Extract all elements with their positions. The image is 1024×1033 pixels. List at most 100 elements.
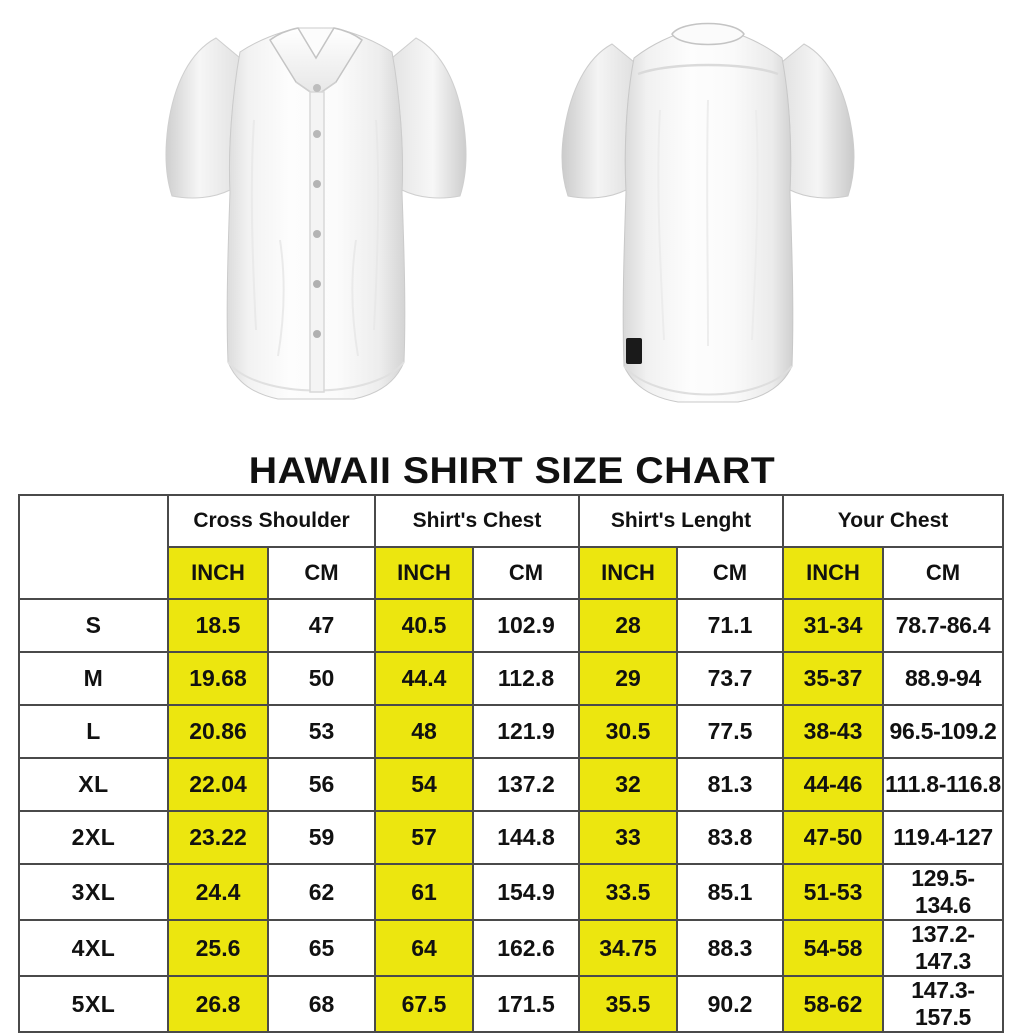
cell-cross-shoulder-cm: 65 <box>267 919 376 977</box>
cell-cross-shoulder-inch: 25.6 <box>167 919 269 977</box>
size-label-cell: XL <box>18 757 169 812</box>
group-header-row: Cross Shoulder Shirt's Chest Shirt's Len… <box>18 494 1005 600</box>
cell-your-chest-inch: 51-53 <box>782 863 885 921</box>
brand-label-tag <box>626 338 642 364</box>
cell-cross-shoulder-inch: 23.22 <box>167 810 269 865</box>
size-label-cell: S <box>18 598 169 653</box>
cell-cross-shoulder-inch: 19.68 <box>167 651 269 706</box>
cell-shirt-chest-cm: 121.9 <box>472 704 580 759</box>
size-label-cell: 5XL <box>18 975 169 1033</box>
header-your-chest: Your Chest <box>782 494 1005 548</box>
shirt-front-illustration <box>165 27 467 400</box>
cell-your-chest-inch: 54-58 <box>782 919 885 977</box>
shirt-buttons <box>313 84 321 338</box>
cell-shirt-chest-inch: 61 <box>374 863 474 921</box>
size-chart-table: Cross Shoulder Shirt's Chest Shirt's Len… <box>18 494 1005 1033</box>
cell-shirt-length-cm: 73.7 <box>675 651 785 706</box>
size-label-cell: 4XL <box>18 919 169 977</box>
cell-shirt-chest-cm: 112.8 <box>472 651 580 706</box>
right-sleeve-back <box>781 43 855 199</box>
cell-cross-shoulder-cm: 59 <box>267 810 376 865</box>
right-sleeve <box>391 37 467 199</box>
unit-header-shirts-length-cm: CM <box>675 546 785 600</box>
cell-shirt-chest-inch: 54 <box>374 757 474 812</box>
shirt-front-view <box>128 0 504 448</box>
cell-shirt-length-inch: 30.5 <box>578 704 678 759</box>
cell-shirt-length-cm: 88.3 <box>675 919 785 977</box>
button-placket <box>309 91 325 393</box>
cell-shirt-chest-cm: 154.9 <box>472 863 580 921</box>
cell-shirt-chest-inch: 44.4 <box>374 651 474 706</box>
back-collar-stand <box>671 22 745 46</box>
table-row: XL 22.04 56 54 137.2 32 81.3 44-46 111.8-116.8 <box>18 757 1005 812</box>
left-sleeve-back <box>561 43 635 199</box>
shirt-hem-back <box>623 365 793 396</box>
table-row: L 20.86 53 48 121.9 30.5 77.5 38-43 96.5-109.2 <box>18 704 1005 759</box>
shirt-back-view <box>520 0 896 448</box>
table-row: S 18.5 47 40.5 102.9 28 71.1 31-34 78.7-86.4 <box>18 598 1005 653</box>
cell-your-chest-inch: 58-62 <box>782 975 885 1033</box>
page-title: HAWAII SHIRT SIZE CHART <box>248 450 776 491</box>
product-image-band <box>0 0 1024 448</box>
size-label-cell: 3XL <box>18 863 169 921</box>
table-row: 4XL 25.6 65 64 162.6 34.75 88.3 54-58 137.2-147.… <box>18 919 1005 977</box>
cell-your-chest-inch: 47-50 <box>782 810 885 865</box>
size-chart-container: Cross Shoulder Shirt's Chest Shirt's Len… <box>18 494 1005 1033</box>
cell-shirt-chest-cm: 162.6 <box>472 919 580 977</box>
header-cross-shoulder: Cross Shoulder <box>167 494 376 548</box>
cell-cross-shoulder-inch: 26.8 <box>167 975 269 1033</box>
left-sleeve <box>165 37 241 199</box>
cell-cross-shoulder-inch: 22.04 <box>167 757 269 812</box>
cell-your-chest-cm: 137.2-147.3 <box>882 919 1005 977</box>
cell-your-chest-cm: 119.4-127 <box>882 810 1005 865</box>
cell-shirt-length-inch: 35.5 <box>578 975 678 1033</box>
cell-shirt-length-inch: 29 <box>578 651 678 706</box>
cell-cross-shoulder-cm: 62 <box>267 863 376 921</box>
size-label-cell: L <box>18 704 169 759</box>
cell-shirt-length-inch: 33.5 <box>578 863 678 921</box>
cell-shirt-length-cm: 83.8 <box>675 810 785 865</box>
cell-your-chest-cm: 78.7-86.4 <box>882 598 1005 653</box>
cell-shirt-chest-inch: 57 <box>374 810 474 865</box>
header-corner-blank <box>18 494 169 600</box>
table-body: S 18.5 47 40.5 102.9 28 71.1 31-34 78.7-86.4 M 19.… <box>18 598 1005 1033</box>
cell-shirt-length-cm: 81.3 <box>675 757 785 812</box>
fabric-folds <box>250 119 380 357</box>
cell-your-chest-cm: 96.5-109.2 <box>882 704 1005 759</box>
cell-your-chest-cm: 129.5-134.6 <box>882 863 1005 921</box>
unit-header-cross-shoulder-cm: CM <box>267 546 376 600</box>
cell-shirt-chest-inch: 64 <box>374 919 474 977</box>
cell-your-chest-cm: 88.9-94 <box>882 651 1005 706</box>
cell-shirt-chest-inch: 67.5 <box>374 975 474 1033</box>
cell-cross-shoulder-inch: 18.5 <box>167 598 269 653</box>
unit-header-shirts-length-inch: INCH <box>578 546 678 600</box>
cell-shirt-length-cm: 77.5 <box>675 704 785 759</box>
cell-your-chest-cm: 147.3-157.5 <box>882 975 1005 1033</box>
cell-shirt-length-inch: 28 <box>578 598 678 653</box>
size-label-cell: M <box>18 651 169 706</box>
size-label-cell: 2XL <box>18 810 169 865</box>
cell-shirt-chest-inch: 48 <box>374 704 474 759</box>
table-head: Cross Shoulder Shirt's Chest Shirt's Len… <box>18 494 1005 600</box>
cell-shirt-length-inch: 33 <box>578 810 678 865</box>
cell-your-chest-inch: 38-43 <box>782 704 885 759</box>
unit-header-shirts-chest-cm: CM <box>472 546 580 600</box>
unit-header-your-chest-inch: INCH <box>782 546 885 600</box>
cell-cross-shoulder-inch: 24.4 <box>167 863 269 921</box>
header-shirts-chest: Shirt's Chest <box>374 494 580 548</box>
cell-shirt-chest-cm: 137.2 <box>472 757 580 812</box>
cell-shirt-length-cm: 90.2 <box>675 975 785 1033</box>
cell-cross-shoulder-inch: 20.86 <box>167 704 269 759</box>
cell-cross-shoulder-cm: 47 <box>267 598 376 653</box>
cell-shirt-length-inch: 34.75 <box>578 919 678 977</box>
cell-shirt-chest-cm: 144.8 <box>472 810 580 865</box>
cell-cross-shoulder-cm: 56 <box>267 757 376 812</box>
cell-your-chest-inch: 31-34 <box>782 598 885 653</box>
unit-header-cross-shoulder-inch: INCH <box>167 546 269 600</box>
table-row: 2XL 23.22 59 57 144.8 33 83.8 47-50 119.4-127 <box>18 810 1005 865</box>
unit-header-shirts-chest-inch: INCH <box>374 546 474 600</box>
cell-shirt-length-inch: 32 <box>578 757 678 812</box>
cell-cross-shoulder-cm: 50 <box>267 651 376 706</box>
back-yoke-seam <box>637 63 779 76</box>
unit-header-row: INCH CM INCH CM INCH CM INCH CM <box>19 546 1005 600</box>
